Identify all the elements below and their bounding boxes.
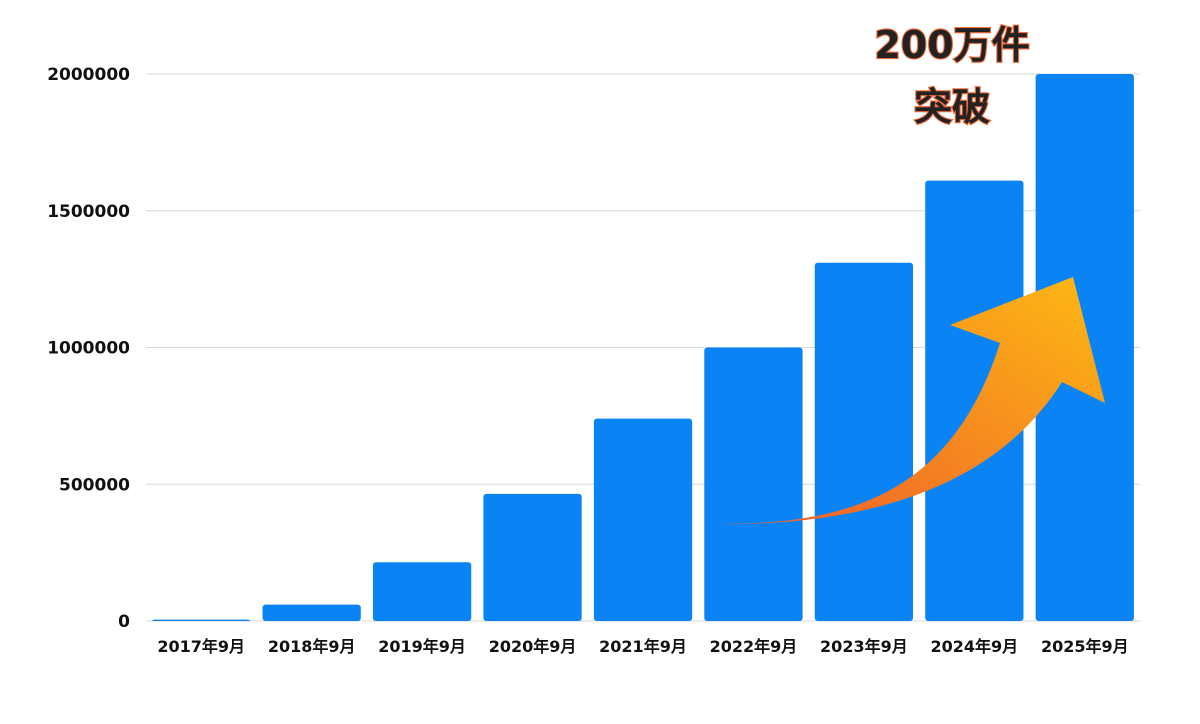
x-tick-label: 2025年9月 <box>1041 637 1129 656</box>
x-tick-label: 2019年9月 <box>378 637 466 656</box>
x-tick-label: 2022年9月 <box>710 637 798 656</box>
x-tick-label: 2017年9月 <box>157 637 245 656</box>
bar <box>704 347 803 621</box>
bar <box>814 262 914 621</box>
x-tick-label: 2020年9月 <box>489 637 577 656</box>
annotation-line-2: 突破 <box>914 85 990 129</box>
bar <box>593 418 693 621</box>
bar <box>372 562 472 621</box>
x-tick-label: 2023年9月 <box>820 637 908 656</box>
x-tick-label: 2024年9月 <box>930 637 1018 656</box>
x-tick-label: 2018年9月 <box>268 637 356 656</box>
y-tick-label: 1500000 <box>47 202 130 222</box>
annotation-line-1: 200万件 <box>874 23 1029 67</box>
y-axis-ticks: 0 500000 1000000 1500000 2000000 <box>47 65 130 632</box>
y-tick-label: 500000 <box>59 475 130 495</box>
y-tick-label: 2000000 <box>47 65 130 85</box>
bar <box>152 619 251 621</box>
bars <box>152 74 1134 622</box>
bar <box>483 493 582 621</box>
growth-arrow-icon <box>705 277 1105 525</box>
y-tick-label: 1000000 <box>47 339 130 359</box>
y-tick-label: 0 <box>118 612 130 632</box>
bar <box>925 180 1024 622</box>
x-axis-ticks: 2017年9月 2018年9月 2019年9月 2020年9月 2021年9月 2022年… <box>157 637 1128 656</box>
bar <box>262 604 361 621</box>
x-tick-label: 2021年9月 <box>599 637 687 656</box>
